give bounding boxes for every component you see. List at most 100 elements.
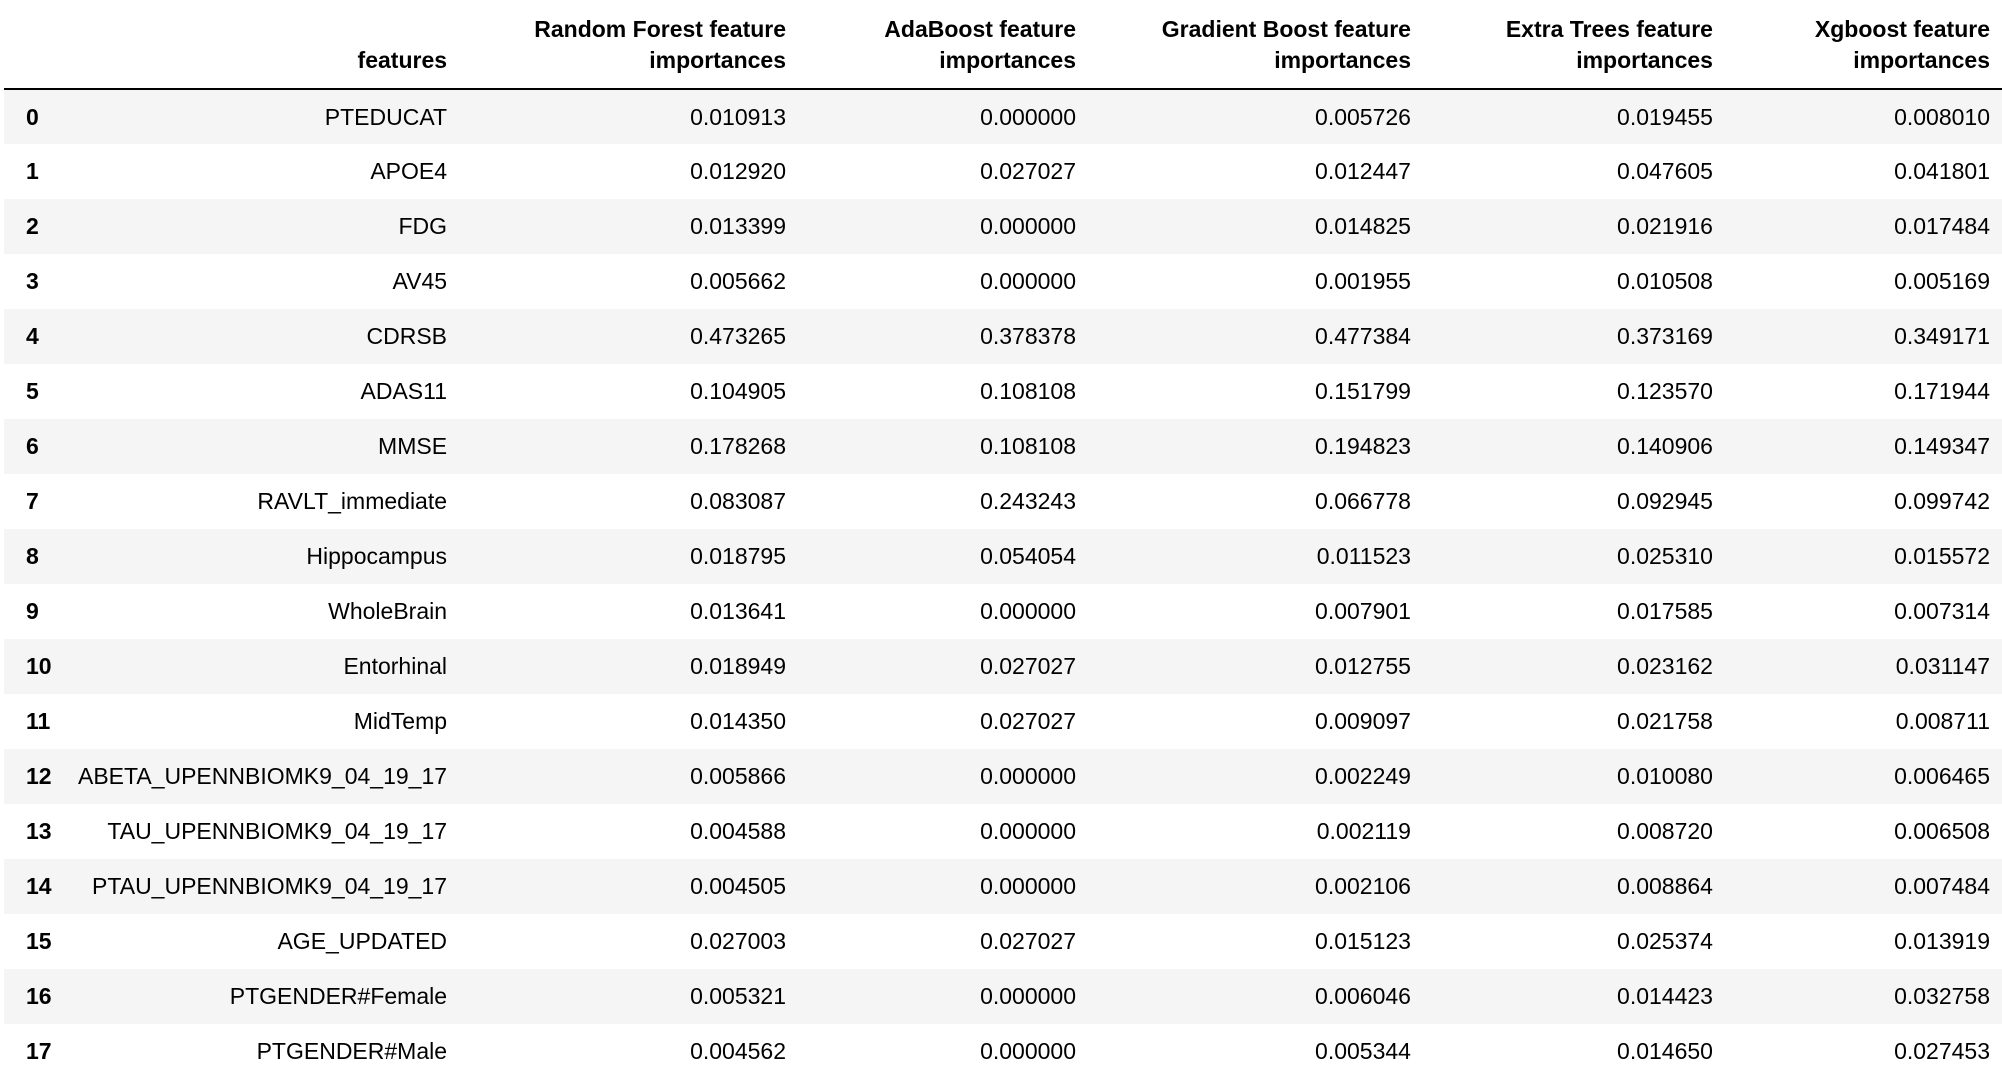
- adaboost-cell: 0.000000: [980, 268, 1076, 294]
- feature-name-cell: AV45: [392, 268, 448, 294]
- adaboost-cell: 0.027027: [980, 653, 1076, 679]
- row-index: 12: [26, 763, 52, 789]
- xgboost-cell: 0.031147: [1895, 653, 1990, 679]
- row-index: 0: [26, 103, 39, 130]
- xgboost-cell: 0.007314: [1894, 598, 1990, 624]
- column-header-random-forest: Random Forest feature importances: [459, 0, 799, 90]
- table-body: 0 PTEDUCAT 0.010913 0.000000 0.005726 0.01945…: [4, 89, 2002, 1079]
- random-forest-cell: 0.018949: [690, 653, 787, 679]
- random-forest-cell: 0.005866: [690, 763, 787, 789]
- adaboost-cell: 0.027027: [980, 158, 1076, 184]
- xgboost-cell: 0.017484: [1894, 213, 1990, 239]
- table-row: 5 ADAS11 0.104905 0.108108 0.151799 0.123570 0…: [4, 364, 2002, 419]
- random-forest-cell: 0.004588: [690, 818, 787, 844]
- xgboost-cell: 0.008711: [1895, 708, 1990, 734]
- column-header-adaboost: AdaBoost feature importances: [798, 0, 1088, 90]
- adaboost-cell: 0.108108: [980, 433, 1076, 459]
- table-row: 7 RAVLT_immediate 0.083087 0.243243 0.066778…: [4, 474, 2002, 529]
- extra-trees-cell: 0.008720: [1617, 818, 1713, 844]
- random-forest-cell: 0.005662: [690, 268, 787, 294]
- xgboost-cell: 0.027453: [1894, 1038, 1990, 1064]
- feature-name-cell: WholeBrain: [328, 598, 448, 624]
- table-row: 8 Hippocampus 0.018795 0.054054 0.011523 0.02…: [4, 529, 2002, 584]
- xgboost-cell: 0.005169: [1894, 268, 1990, 294]
- extra-trees-cell: 0.017585: [1617, 598, 1713, 624]
- row-index: 17: [26, 1038, 52, 1064]
- row-index: 14: [26, 873, 52, 899]
- table-row: 9 WholeBrain 0.013641 0.000000 0.007901 0.017…: [4, 584, 2002, 639]
- extra-trees-cell: 0.021758: [1617, 708, 1713, 734]
- xgboost-cell: 0.099742: [1894, 488, 1990, 514]
- random-forest-cell: 0.013399: [690, 213, 787, 239]
- row-index: 1: [26, 158, 39, 184]
- adaboost-cell: 0.000000: [980, 1038, 1076, 1064]
- table-row: 14 PTAU_UPENNBIOMK9_04_19_17 0.004505 0.000…: [4, 859, 2002, 914]
- adaboost-cell: 0.027027: [980, 708, 1076, 734]
- extra-trees-cell: 0.140906: [1617, 433, 1713, 459]
- random-forest-cell: 0.178268: [690, 433, 787, 459]
- adaboost-cell: 0.000000: [980, 818, 1076, 844]
- xgboost-cell: 0.013919: [1894, 928, 1990, 954]
- table-row: 15 AGE_UPDATED 0.027003 0.027027 0.015123 0.0…: [4, 914, 2002, 969]
- extra-trees-cell: 0.025310: [1617, 543, 1713, 569]
- xgboost-cell: 0.007484: [1894, 873, 1990, 899]
- gradient-boost-cell: 0.001955: [1315, 268, 1411, 294]
- column-header-gradient-boost: Gradient Boost feature importances: [1088, 0, 1423, 90]
- random-forest-cell: 0.083087: [690, 488, 787, 514]
- random-forest-cell: 0.014350: [690, 708, 787, 734]
- gradient-boost-cell: 0.015123: [1315, 928, 1411, 954]
- adaboost-cell: 0.000000: [980, 873, 1076, 899]
- gradient-boost-cell: 0.194823: [1315, 433, 1411, 459]
- table-row: 6 MMSE 0.178268 0.108108 0.194823 0.140906 0.1…: [4, 419, 2002, 474]
- gradient-boost-cell: 0.066778: [1315, 488, 1411, 514]
- feature-name-cell: Hippocampus: [306, 543, 448, 569]
- extra-trees-cell: 0.092945: [1617, 488, 1713, 514]
- feature-name-cell: AGE_UPDATED: [277, 928, 448, 954]
- random-forest-cell: 0.027003: [690, 928, 787, 954]
- extra-trees-cell: 0.014650: [1617, 1038, 1713, 1064]
- row-index: 16: [26, 983, 52, 1009]
- gradient-boost-cell: 0.002119: [1316, 818, 1411, 844]
- feature-name-cell: RAVLT_immediate: [257, 488, 448, 514]
- gradient-boost-cell: 0.009097: [1315, 708, 1411, 734]
- table-row: 0 PTEDUCAT 0.010913 0.000000 0.005726 0.01945…: [4, 89, 2002, 144]
- gradient-boost-cell: 0.006046: [1315, 983, 1411, 1009]
- feature-name-cell: FDG: [398, 213, 448, 239]
- row-index: 2: [26, 213, 39, 239]
- gradient-boost-cell: 0.011523: [1316, 543, 1411, 569]
- feature-name-cell: MMSE: [378, 433, 448, 459]
- header-row: features Random Forest feature importanc…: [4, 0, 2002, 90]
- gradient-boost-cell: 0.151799: [1315, 378, 1411, 404]
- random-forest-cell: 0.004562: [690, 1038, 787, 1064]
- random-forest-cell: 0.004505: [690, 873, 787, 899]
- xgboost-cell: 0.171944: [1894, 378, 1990, 404]
- gradient-boost-cell: 0.477384: [1315, 323, 1411, 349]
- adaboost-cell: 0.054054: [980, 543, 1076, 569]
- extra-trees-cell: 0.023162: [1617, 653, 1713, 679]
- row-index: 8: [26, 543, 39, 569]
- random-forest-cell: 0.012920: [690, 158, 787, 184]
- extra-trees-cell: 0.010508: [1617, 268, 1713, 294]
- xgboost-cell: 0.006465: [1894, 763, 1990, 789]
- feature-name-cell: PTEDUCAT: [324, 103, 448, 130]
- gradient-boost-cell: 0.002249: [1315, 763, 1411, 789]
- row-index: 10: [26, 653, 52, 679]
- adaboost-cell: 0.000000: [980, 103, 1076, 130]
- gradient-boost-cell: 0.007901: [1315, 598, 1411, 624]
- adaboost-cell: 0.027027: [980, 928, 1076, 954]
- row-index: 11: [26, 708, 51, 734]
- feature-name-cell: APOE4: [370, 158, 448, 184]
- feature-name-cell: ADAS11: [360, 378, 448, 404]
- table-row: 16 PTGENDER#Female 0.005321 0.000000 0.00604…: [4, 969, 2002, 1024]
- row-index: 3: [26, 268, 39, 294]
- adaboost-cell: 0.000000: [980, 983, 1076, 1009]
- feature-name-cell: MidTemp: [353, 708, 448, 734]
- xgboost-cell: 0.015572: [1894, 543, 1990, 569]
- extra-trees-cell: 0.021916: [1617, 213, 1713, 239]
- table-row: 11 MidTemp 0.014350 0.027027 0.009097 0.02175…: [4, 694, 2002, 749]
- gradient-boost-cell: 0.002106: [1315, 873, 1411, 899]
- row-index: 9: [26, 598, 39, 624]
- gradient-boost-cell: 0.012755: [1315, 653, 1411, 679]
- feature-name-cell: CDRSB: [366, 323, 448, 349]
- table-header: features Random Forest feature importanc…: [4, 0, 2002, 90]
